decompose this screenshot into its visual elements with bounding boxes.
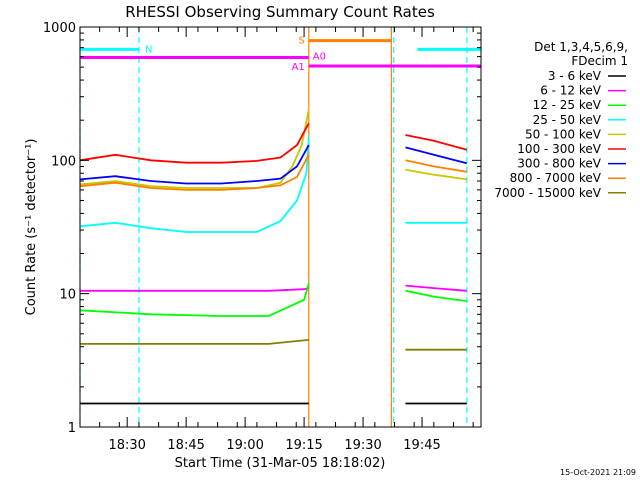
footer-timestamp: 15-Oct-2021 21:09	[560, 468, 636, 477]
legend-entry: 50 - 100 keV	[525, 127, 602, 141]
legend-entry: 6 - 12 keV	[540, 84, 602, 98]
legend-header-line-2: FDecim 1	[571, 54, 628, 68]
x-tick-label: 19:30	[344, 438, 381, 453]
series-line	[405, 134, 468, 151]
legend-entry: 100 - 300 keV	[517, 142, 601, 156]
y-axis-label: Count Rate (s⁻¹ detector⁻¹)	[24, 139, 39, 316]
legend-entry: 12 - 25 keV	[533, 98, 602, 112]
legend-entry: 800 - 7000 keV	[510, 171, 602, 185]
flag-bar-label: S	[298, 36, 304, 47]
legend-header-line-1: Det 1,3,4,5,6,9,	[534, 40, 628, 54]
x-tick-label: 19:00	[226, 438, 263, 453]
y-axis-ticks: 1 10 100 1000	[43, 21, 481, 436]
series-lines	[79, 109, 468, 405]
y-tick-label: 10	[59, 288, 76, 303]
x-tick-label: 18:30	[108, 438, 145, 453]
flag-bars: N S A0 A1	[80, 36, 481, 73]
x-axis-ticks: 18:30 18:45 19:00 19:15 19:30 19:45	[99, 27, 474, 453]
series-line	[79, 122, 310, 164]
flag-bar-label: N	[145, 44, 152, 55]
series-line	[79, 109, 310, 189]
series-line	[405, 284, 467, 292]
series-line	[405, 146, 468, 165]
series-line	[405, 289, 467, 302]
series-line	[80, 287, 310, 292]
legend-entry: 7000 - 15000 keV	[494, 186, 601, 200]
x-tick-label: 19:45	[403, 438, 440, 453]
chart-title: RHESSI Observing Summary Count Rates	[125, 3, 435, 21]
legend-entry: 300 - 800 keV	[517, 157, 601, 171]
y-tick-label: 100	[51, 154, 76, 169]
series-line	[79, 144, 310, 185]
flag-bar-label: A1	[292, 62, 305, 73]
series-line	[79, 136, 310, 233]
series-line	[79, 154, 310, 191]
legend-entry: 25 - 50 keV	[533, 113, 602, 127]
x-tick-label: 18:45	[167, 438, 204, 453]
flag-bar-label: A0	[313, 52, 326, 63]
x-axis-label: Start Time (31-Mar-05 18:18:02)	[175, 456, 386, 471]
y-tick-label: 1000	[43, 21, 76, 36]
series-line	[80, 339, 309, 345]
plot-frame	[79, 26, 482, 428]
legend-entry: 3 - 6 keV	[548, 69, 602, 83]
series-line	[405, 168, 467, 181]
y-tick-label: 1	[68, 421, 76, 436]
series-line	[405, 159, 467, 173]
series-line	[79, 282, 310, 317]
x-tick-label: 19:15	[285, 438, 322, 453]
